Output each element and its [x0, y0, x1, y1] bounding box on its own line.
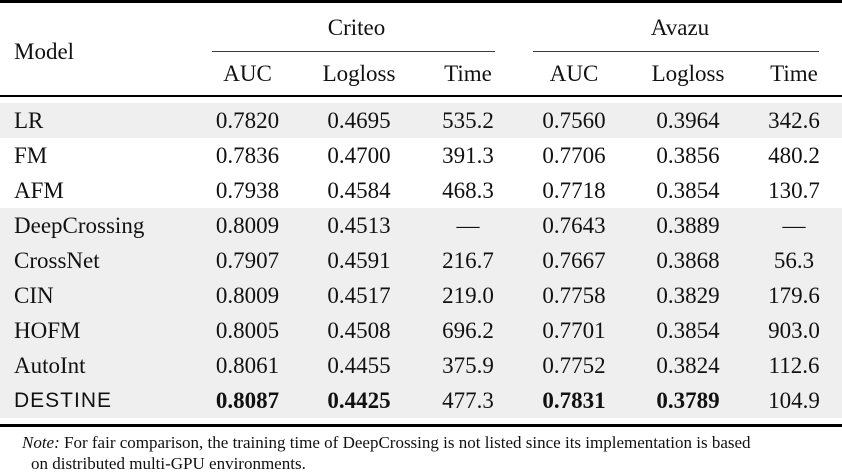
- value-cell: 0.7831: [542, 387, 606, 413]
- value-cell: 0.7560: [542, 107, 606, 133]
- column-group-criteo: Criteo AUC Logloss Time: [195, 3, 518, 95]
- value-cell: 0.3854: [656, 317, 720, 343]
- table-top-rule: [0, 0, 842, 3]
- model-cell: AutoInt: [14, 352, 86, 378]
- model-cell: DeepCrossing: [14, 212, 145, 238]
- column-header-avazu-logloss: Logloss: [651, 60, 725, 86]
- model-cell: LR: [14, 107, 44, 133]
- value-cell: 480.2: [768, 142, 820, 168]
- value-cell: 56.3: [773, 247, 815, 273]
- value-cell: 0.7643: [542, 212, 606, 238]
- value-cell: 219.0: [442, 282, 494, 308]
- value-cell: 216.7: [442, 247, 494, 273]
- value-cell: 0.7701: [542, 317, 606, 343]
- avazu-subheaders: AUC Logloss Time: [518, 52, 842, 95]
- column-header-avazu-time: Time: [770, 60, 818, 86]
- table-body: LR 0.7820 0.4695 535.2 0.7560 0.3964 342…: [0, 97, 842, 422]
- value-cell: —: [456, 212, 480, 238]
- value-cell: 0.3889: [656, 212, 720, 238]
- note-line-1: Note: For fair comparison, the training …: [0, 432, 842, 453]
- value-cell: 0.4584: [327, 177, 391, 203]
- model-cell: CrossNet: [14, 247, 100, 273]
- table-bottom-rule: [0, 424, 842, 427]
- value-cell: 130.7: [768, 177, 820, 203]
- table-row: LR 0.7820 0.4695 535.2 0.7560 0.3964 342…: [0, 103, 842, 138]
- value-cell: 477.3: [442, 387, 494, 413]
- table-row: CrossNet 0.7907 0.4591 216.7 0.7667 0.38…: [0, 243, 842, 278]
- value-cell: 0.3856: [656, 142, 720, 168]
- value-cell: 0.8009: [215, 282, 280, 308]
- table-row: HOFM 0.8005 0.4508 696.2 0.7701 0.3854 9…: [0, 313, 842, 348]
- value-cell: 0.3868: [656, 247, 720, 273]
- note-label: Note:: [22, 433, 60, 452]
- column-header-criteo-time: Time: [444, 60, 492, 86]
- table-row: AFM 0.7938 0.4584 468.3 0.7718 0.3854 13…: [0, 173, 842, 208]
- value-cell: 0.7667: [542, 247, 606, 273]
- model-cell: HOFM: [14, 317, 81, 343]
- criteo-group-label: Criteo: [327, 15, 386, 40]
- table-row: DeepCrossing 0.8009 0.4513 — 0.7643 0.38…: [0, 208, 842, 243]
- avazu-group-label: Avazu: [650, 15, 710, 40]
- value-cell: 0.7938: [215, 177, 280, 203]
- value-cell: 104.9: [768, 387, 820, 413]
- value-cell: 535.2: [442, 107, 494, 133]
- value-cell: 112.6: [768, 352, 820, 378]
- value-cell: 179.6: [768, 282, 820, 308]
- column-header-criteo-auc: AUC: [223, 60, 272, 86]
- value-cell: 0.4508: [327, 317, 391, 343]
- table-row: FM 0.7836 0.4700 391.3 0.7706 0.3856 480…: [0, 138, 842, 173]
- column-header-model: Model: [14, 39, 75, 64]
- value-cell: 391.3: [442, 142, 494, 168]
- value-cell: 0.3854: [656, 177, 720, 203]
- model-cell: FM: [14, 142, 48, 168]
- value-cell: 0.7718: [542, 177, 606, 203]
- column-header-avazu-auc: AUC: [549, 60, 599, 86]
- value-cell: 0.7758: [542, 282, 606, 308]
- table-note: Note: For fair comparison, the training …: [0, 432, 842, 472]
- value-cell: 0.3789: [656, 387, 720, 413]
- value-cell: 0.7706: [542, 142, 606, 168]
- value-cell: 0.8061: [215, 352, 280, 378]
- value-cell: 696.2: [442, 317, 494, 343]
- value-cell: —: [782, 212, 806, 238]
- table-header: Model Criteo AUC Logloss Time Avazu AUC …: [0, 3, 842, 97]
- avazu-group-rule: [533, 51, 819, 52]
- table-row: AutoInt 0.8061 0.4455 375.9 0.7752 0.382…: [0, 348, 842, 383]
- column-header-criteo-logloss: Logloss: [322, 60, 396, 86]
- value-cell: 0.7907: [215, 247, 280, 273]
- criteo-subheaders: AUC Logloss Time: [195, 52, 518, 95]
- value-cell: 0.3829: [656, 282, 720, 308]
- value-cell: 0.4591: [327, 247, 391, 273]
- value-cell: 0.7836: [215, 142, 280, 168]
- table-row: CIN 0.8009 0.4517 219.0 0.7758 0.3829 17…: [0, 278, 842, 313]
- value-cell: 375.9: [442, 352, 494, 378]
- value-cell: 0.4455: [327, 352, 391, 378]
- value-cell: 0.4695: [327, 107, 391, 133]
- value-cell: 0.3964: [656, 107, 720, 133]
- value-cell: 0.8087: [215, 387, 280, 413]
- value-cell: 0.4517: [327, 282, 391, 308]
- value-cell: 468.3: [442, 177, 494, 203]
- table-row: DESTINE 0.8087 0.4425 477.3 0.7831 0.378…: [0, 383, 842, 418]
- model-cell: DESTINE: [14, 388, 113, 412]
- value-cell: 0.3824: [656, 352, 720, 378]
- criteo-group-rule: [212, 51, 495, 52]
- value-cell: 0.8009: [215, 212, 280, 238]
- value-cell: 0.8005: [215, 317, 280, 343]
- note-text-1: For fair comparison, the training time o…: [64, 433, 751, 452]
- value-cell: 342.6: [768, 107, 820, 133]
- note-line-2: on distributed multi-GPU environments.: [31, 454, 306, 472]
- value-cell: 0.4425: [327, 387, 391, 413]
- model-cell: CIN: [14, 282, 54, 308]
- column-group-avazu: Avazu AUC Logloss Time: [518, 3, 842, 95]
- model-cell: AFM: [14, 177, 64, 203]
- value-cell: 0.4513: [327, 212, 391, 238]
- value-cell: 0.7752: [542, 352, 606, 378]
- value-cell: 0.7820: [215, 107, 280, 133]
- value-cell: 903.0: [768, 317, 820, 343]
- value-cell: 0.4700: [327, 142, 391, 168]
